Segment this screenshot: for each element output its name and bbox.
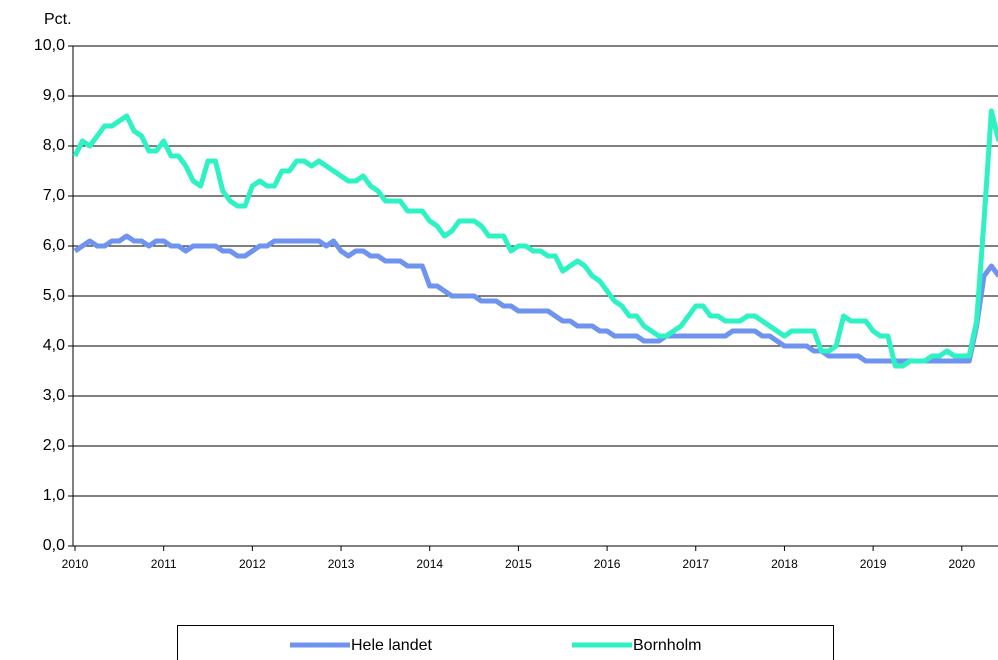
legend: Hele landet Bornholm (177, 625, 834, 660)
x-tick-label: 2016 (594, 557, 621, 571)
legend-label: Hele landet (351, 637, 433, 654)
y-tick-label: 0,0 (43, 537, 65, 554)
x-tick-label: 2019 (860, 557, 887, 571)
x-tick-label: 2017 (682, 557, 709, 571)
y-tick-label: 5,0 (43, 287, 65, 304)
y-tick-label: 6,0 (43, 237, 65, 254)
x-tick-label: 2014 (416, 557, 443, 571)
y-tick-label: 7,0 (43, 187, 65, 204)
legend-label: Bornholm (633, 637, 701, 654)
y-tick-label: 10,0 (34, 37, 65, 54)
line-series (72, 108, 998, 369)
y-tick-label: 3,0 (43, 387, 65, 404)
y-tick-label: 4,0 (43, 337, 65, 354)
y-axis-label: Pct. (44, 11, 72, 28)
line-series (73, 233, 998, 364)
x-tick-label: 2015 (505, 557, 532, 571)
x-tick-label: 2020 (948, 557, 975, 571)
y-tick-label: 2,0 (43, 437, 65, 454)
x-tick-label: 2013 (328, 557, 355, 571)
y-tick-label: 1,0 (43, 487, 65, 504)
x-tick-label: 2012 (239, 557, 266, 571)
x-tick-label: 2011 (151, 557, 177, 571)
legend-box (177, 625, 834, 660)
y-tick-label: 9,0 (43, 87, 65, 104)
y-tick-label: 8,0 (43, 137, 65, 154)
x-tick-label: 2010 (62, 557, 89, 571)
x-tick-label: 2018 (771, 557, 798, 571)
